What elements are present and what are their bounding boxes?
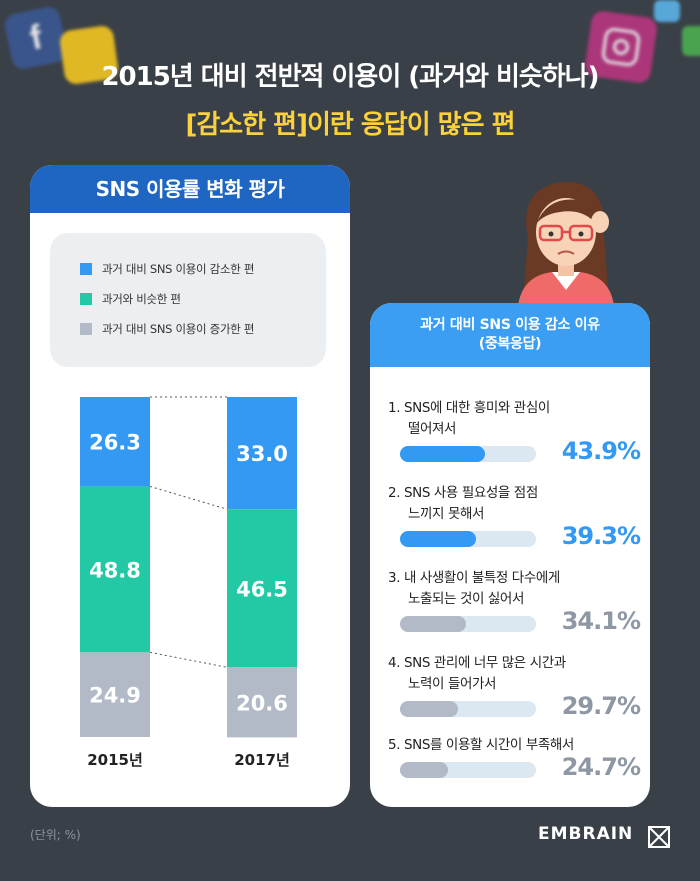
reason-bar-fill xyxy=(400,446,486,462)
reason-percent: 43.9% xyxy=(561,437,641,465)
reason-bar-fill xyxy=(400,531,477,547)
bar-segment xyxy=(227,397,297,510)
unit-note: (단위; %) xyxy=(30,828,81,842)
reason-line: 3. 내 사생활이 불특정 다수에게 xyxy=(388,570,560,586)
bar-value-label: 33.0 xyxy=(236,442,288,466)
reason-item: 2. SNS 사용 필요성을 점점 느끼지 못해서 39.3% xyxy=(388,483,641,550)
reason-bar-fill xyxy=(400,701,458,717)
reasons-title: 과거 대비 SNS 이용 감소 이유 xyxy=(420,317,600,333)
bar-segment xyxy=(80,486,150,653)
reason-line: 4. SNS 관리에 너무 많은 시간과 xyxy=(388,655,566,671)
legend-item-decreased: 과거 대비 SNS 이용이 감소한 편 xyxy=(80,259,254,279)
reason-bar-track xyxy=(400,446,536,462)
reason-bar-fill xyxy=(400,616,467,632)
reason-bar-track xyxy=(400,616,536,632)
reason-line: 2. SNS 사용 필요성을 점점 xyxy=(388,485,538,501)
bar-value-label: 24.9 xyxy=(89,684,141,708)
reason-line: 1. SNS에 대한 흥미와 관심이 xyxy=(388,400,550,416)
legend-label: 과거 대비 SNS 이용이 증가한 편 xyxy=(102,322,255,336)
bar-value-label: 48.8 xyxy=(89,558,141,582)
reason-line: 느끼지 못해서 xyxy=(408,506,485,522)
reason-percent: 29.7% xyxy=(561,692,641,720)
connector-line xyxy=(149,651,228,668)
decrease-reasons-card: 과거 대비 SNS 이용 감소 이유 (중복응답) 1. SNS에 대한 흥미와… xyxy=(370,303,650,807)
worried-woman-illustration xyxy=(518,181,614,306)
legend-item-similar: 과거와 비슷한 편 xyxy=(80,289,181,309)
reason-item: 3. 내 사생활이 불특정 다수에게 노출되는 것이 싫어서 34.1% xyxy=(388,568,641,635)
legend-swatch-similar xyxy=(80,293,92,305)
reason-bar-track xyxy=(400,531,536,547)
headline-line2: [감소한 편]이란 응답이 많은 편 xyxy=(185,110,515,140)
reason-bar-track xyxy=(400,701,536,717)
reason-item: 5. SNS를 이용할 시간이 부족해서 24.7% xyxy=(388,735,641,781)
reason-text: 5. SNS를 이용할 시간이 부족해서 xyxy=(388,735,638,756)
sns-usage-change-card: SNS 이용률 변화 평가 과거 대비 SNS 이용이 감소한 편 과거와 비슷… xyxy=(30,165,350,807)
category-label: 2017년 xyxy=(234,751,290,769)
green-app-icon xyxy=(682,26,700,56)
legend-label: 과거 대비 SNS 이용이 감소한 편 xyxy=(102,262,255,276)
bar-value-label: 26.3 xyxy=(89,431,141,455)
category-label: 2015년 xyxy=(87,751,143,769)
bar-value-label: 20.6 xyxy=(236,691,288,715)
card-title: SNS 이용률 변화 평가 xyxy=(30,165,350,213)
reason-percent: 34.1% xyxy=(561,607,641,635)
twitter-logo-icon xyxy=(654,0,680,22)
bar-segment xyxy=(227,509,297,668)
connector-line xyxy=(149,485,228,510)
headline-line1: 2015년 대비 전반적 이용이 (과거와 비슷하나) xyxy=(101,62,599,92)
legend: 과거 대비 SNS 이용이 감소한 편 과거와 비슷한 편 과거 대비 SNS … xyxy=(50,233,326,367)
reason-line: 5. SNS를 이용할 시간이 부족해서 xyxy=(388,737,574,753)
reason-percent: 24.7% xyxy=(561,753,641,781)
bar-segment xyxy=(80,652,150,737)
reason-line: 떨어져서 xyxy=(408,421,457,437)
reason-bar-track xyxy=(400,762,536,778)
legend-swatch-increased xyxy=(80,323,92,335)
bar-segment xyxy=(80,397,150,487)
legend-swatch-decreased xyxy=(80,263,92,275)
reason-item: 4. SNS 관리에 너무 많은 시간과 노력이 들어가서 29.7% xyxy=(388,653,641,720)
bar-segment xyxy=(227,667,297,738)
legend-item-increased: 과거 대비 SNS 이용이 증가한 편 xyxy=(80,319,254,339)
stacked-bar-chart: 26.3 48.8 24.9 2015년 33.0 46.5 20.6 2017년 xyxy=(80,396,297,769)
reason-percent: 39.3% xyxy=(561,522,641,550)
bar-value-label: 46.5 xyxy=(236,577,288,601)
embrain-logo-icon xyxy=(648,826,670,848)
reasons-subtitle: (중복응답) xyxy=(478,336,542,352)
reason-item: 1. SNS에 대한 흥미와 관심이 떨어져서 43.9% xyxy=(388,398,641,465)
brand-name: EMBRAIN xyxy=(538,824,634,844)
reason-bar-fill xyxy=(400,762,448,778)
legend-label: 과거와 비슷한 편 xyxy=(102,292,181,306)
reason-line: 노력이 들어가서 xyxy=(408,676,497,692)
reasons-card-title: 과거 대비 SNS 이용 감소 이유 (중복응답) xyxy=(370,303,650,367)
reason-line: 노출되는 것이 싫어서 xyxy=(408,591,524,607)
